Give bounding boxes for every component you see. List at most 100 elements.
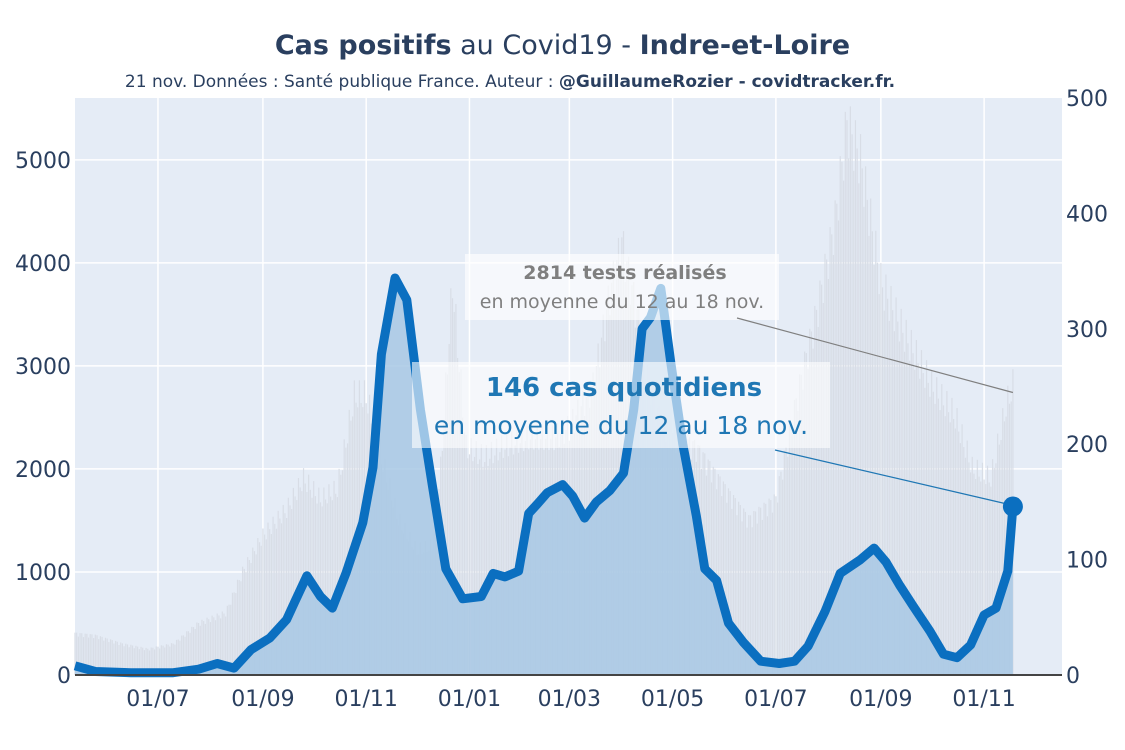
tests-bar <box>99 636 101 675</box>
tests-bar <box>335 493 337 675</box>
tests-bar <box>612 260 614 675</box>
tests-bar <box>250 563 252 675</box>
tests-bar <box>947 412 950 675</box>
tests-bar <box>159 648 161 675</box>
tests-bar <box>150 647 152 675</box>
tests-bar <box>291 509 293 675</box>
y-right-tick-label: 500 <box>1066 87 1108 112</box>
tests-bar <box>963 446 965 675</box>
tests-bar <box>746 527 748 675</box>
tests-bar <box>502 457 504 675</box>
y-right-tick-label: 200 <box>1066 433 1108 458</box>
tests-bar <box>616 260 618 675</box>
tests-bar <box>248 559 250 675</box>
tests-bar <box>829 227 831 675</box>
tests-bar <box>766 516 769 675</box>
tests-bar <box>925 360 928 675</box>
tests-bar <box>279 518 281 675</box>
tests-bar <box>931 370 933 675</box>
tests-bar <box>969 472 972 675</box>
tests-bar <box>968 462 970 675</box>
tests-bar <box>898 341 901 675</box>
tests-bar <box>172 643 174 675</box>
y-left-axis: 0 1000 2000 3000 4000 5000 <box>15 149 71 689</box>
tests-bar <box>778 476 780 675</box>
tests-bar <box>490 441 493 675</box>
tests-bar <box>86 633 88 675</box>
tests-bar <box>819 280 821 675</box>
tests-bar <box>157 646 159 675</box>
tests-bar <box>199 625 201 675</box>
tests-bar <box>754 511 757 675</box>
tests-bar <box>155 646 157 675</box>
tests-bar <box>94 634 96 675</box>
tests-bar <box>748 515 750 675</box>
tests-bar <box>964 457 967 675</box>
tests-bar <box>814 305 816 675</box>
tests-bar <box>147 648 149 675</box>
tests-bar <box>289 505 291 675</box>
tests-bar <box>482 466 484 675</box>
tests-bar <box>479 459 481 675</box>
tests-bar <box>868 235 870 675</box>
tests-bar <box>511 431 513 675</box>
tests-bar <box>287 497 289 675</box>
tests-bar <box>909 360 911 675</box>
tests-bar <box>98 639 100 675</box>
tests-bar <box>942 405 945 675</box>
tests-bar <box>162 645 164 675</box>
tests-bar <box>861 168 863 675</box>
tests-bar <box>76 632 78 675</box>
tests-bar <box>164 647 166 675</box>
tests-bar <box>91 634 93 675</box>
tests-bar <box>788 425 791 675</box>
tests-bar <box>247 557 249 675</box>
tests-bar <box>506 433 508 675</box>
cases-annotation-box <box>412 362 830 448</box>
tests-bar <box>749 515 752 675</box>
tests-bar <box>123 646 125 675</box>
tests-bar <box>853 170 855 675</box>
tests-bar <box>954 428 956 675</box>
tests-bar <box>834 200 836 675</box>
tests-bar <box>773 494 775 675</box>
tests-bar <box>734 498 736 675</box>
tests-bar <box>858 183 860 675</box>
tests-bar <box>507 456 509 675</box>
tests-bar <box>148 650 151 675</box>
subtitle-author: @GuillaumeRozier - covidtracker.fr. <box>558 72 896 92</box>
tests-bar <box>169 646 171 675</box>
cases-annotation-text: en moyenne du 12 au 18 nov. <box>434 411 808 440</box>
tests-bar <box>961 424 963 675</box>
tests-bar <box>792 433 794 675</box>
tests-bar <box>497 460 499 675</box>
tests-bar <box>353 380 355 675</box>
tests-bar <box>277 510 279 675</box>
tests-bar <box>253 551 256 675</box>
tests-annotation-pointer <box>736 317 1014 394</box>
tests-bar <box>890 285 892 675</box>
tests-bar <box>887 298 889 675</box>
tests-bar <box>912 353 914 675</box>
tests-annotation-title: 2814 tests réalisés <box>523 262 726 284</box>
tests-bar <box>233 592 235 675</box>
tests-bar <box>455 303 457 675</box>
tests-bar <box>238 580 240 675</box>
tests-bar <box>485 445 487 675</box>
tests-bar <box>514 445 516 675</box>
tests-bar <box>201 619 203 675</box>
tests-bar <box>854 120 857 676</box>
tests-bar <box>739 504 741 675</box>
x-tick-label: 01/11 <box>334 687 397 712</box>
tests-bar <box>265 539 267 675</box>
tests-bar <box>743 508 745 675</box>
x-tick-label: 01/11 <box>952 687 1015 712</box>
tests-bar <box>944 416 946 675</box>
tests-bar <box>292 487 294 675</box>
x-tick-label: 01/09 <box>849 687 912 712</box>
tests-bar <box>467 458 469 675</box>
tests-bar <box>905 319 907 675</box>
tests-bar <box>489 458 491 675</box>
tests-bar <box>243 568 245 675</box>
tests-bar <box>96 635 98 675</box>
